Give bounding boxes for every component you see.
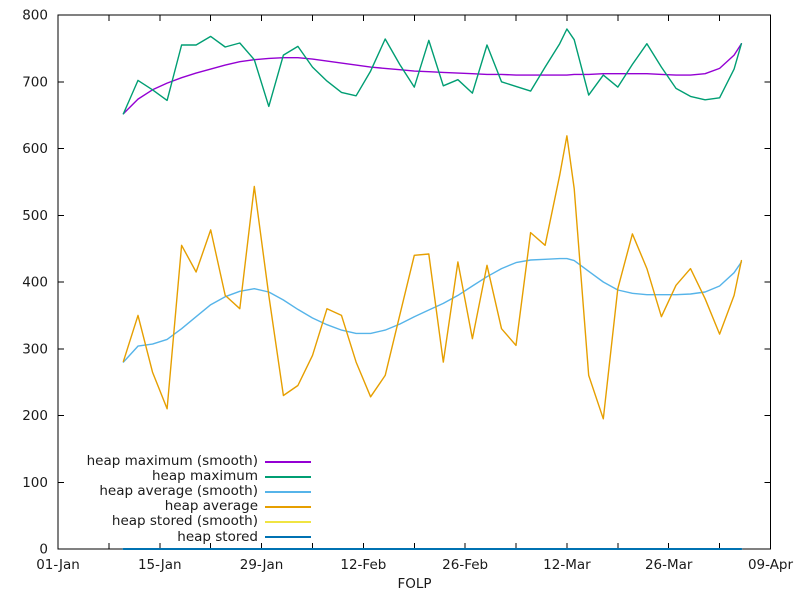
y-tick-label: 500 <box>22 208 48 224</box>
x-axis-title: FOLP <box>397 576 432 592</box>
y-tick-label: 800 <box>22 8 48 24</box>
legend-line-sample <box>265 536 311 539</box>
x-tick-label: 09-Apr <box>748 557 794 573</box>
y-tick-label: 100 <box>22 475 48 491</box>
y-tick-label: 400 <box>22 275 48 291</box>
x-tick-label: 12-Mar <box>543 557 591 573</box>
x-tick-label: 15-Jan <box>138 557 182 573</box>
x-tick-label: 26-Feb <box>442 557 488 573</box>
legend-line-sample <box>265 475 311 478</box>
legend-line-sample <box>265 490 311 493</box>
series-line-heap-maximum-smooth <box>122 43 743 115</box>
x-tick-label: 26-Mar <box>645 557 693 573</box>
legend-line-sample <box>265 505 311 508</box>
legend-label: heap stored <box>177 528 258 545</box>
legend-line-sample <box>265 460 311 463</box>
series-line-heap-maximum <box>122 28 743 115</box>
y-tick-label: 300 <box>22 341 48 357</box>
legend-item: heap stored (smooth) <box>60 514 311 529</box>
legend-line-sample <box>265 520 311 523</box>
legend-label: heap average <box>164 498 258 515</box>
legend-label: heap stored (smooth) <box>111 513 258 530</box>
legend-label: heap average (smooth) <box>99 483 258 500</box>
series-line-heap-average <box>122 135 743 420</box>
y-tick-label: 0 <box>39 542 48 558</box>
legend-item: heap maximum (smooth) <box>60 454 311 469</box>
y-tick-label: 700 <box>22 74 48 90</box>
y-tick-label: 600 <box>22 141 48 157</box>
x-tick-label: 29-Jan <box>240 557 284 573</box>
y-tick-label: 200 <box>22 408 48 424</box>
series-line-heap-average-smooth <box>122 257 743 363</box>
legend: heap maximum (smooth) heap maximum heap … <box>60 454 311 545</box>
legend-item: heap maximum <box>60 469 311 484</box>
x-tick-label: 01-Jan <box>36 557 80 573</box>
legend-item: heap stored <box>60 529 311 544</box>
x-tick-label: 12-Feb <box>340 557 386 573</box>
legend-label: heap maximum (smooth) <box>86 453 258 470</box>
legend-label: heap maximum <box>151 468 258 485</box>
legend-item: heap average (smooth) <box>60 484 311 499</box>
legend-item: heap average <box>60 499 311 514</box>
